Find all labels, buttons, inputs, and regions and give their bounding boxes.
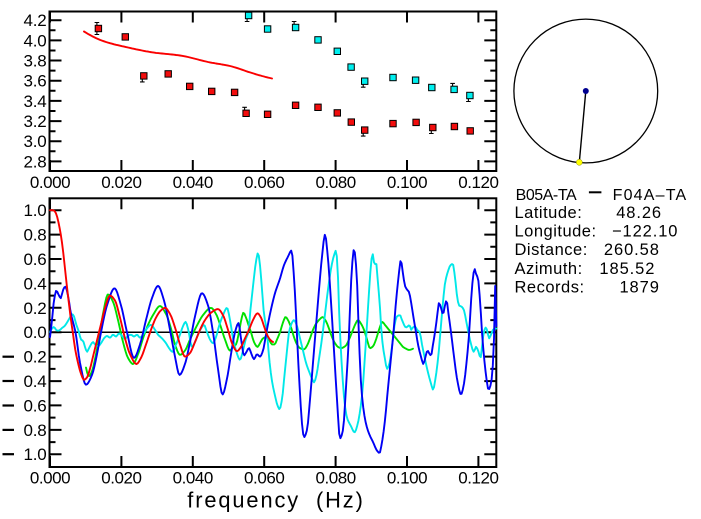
svg-text:0.040: 0.040 xyxy=(173,173,213,192)
svg-text:3.2: 3.2 xyxy=(23,112,46,131)
svg-text:0.020: 0.020 xyxy=(101,173,141,192)
svg-text:48.26: 48.26 xyxy=(616,204,662,222)
svg-text:1.0: 1.0 xyxy=(23,445,46,464)
svg-text:3.0: 3.0 xyxy=(23,132,46,151)
svg-text:4.2: 4.2 xyxy=(23,11,46,30)
svg-text:0.080: 0.080 xyxy=(315,469,355,488)
svg-text:260.58: 260.58 xyxy=(604,241,660,259)
svg-text:0.4: 0.4 xyxy=(23,372,46,391)
svg-text:0.100: 0.100 xyxy=(387,173,427,192)
svg-text:1.0: 1.0 xyxy=(23,201,46,220)
svg-text:0.060: 0.060 xyxy=(244,173,284,192)
svg-text:4.0: 4.0 xyxy=(23,31,46,50)
svg-text:0.2: 0.2 xyxy=(23,299,46,318)
svg-text:0.6: 0.6 xyxy=(23,397,46,416)
svg-text:Distance:: Distance: xyxy=(515,241,588,259)
svg-text:0.000: 0.000 xyxy=(30,469,70,488)
svg-text:B05A-TA: B05A-TA xyxy=(516,187,577,204)
svg-text:0.120: 0.120 xyxy=(458,469,498,488)
svg-text:0.8: 0.8 xyxy=(23,226,46,245)
svg-text:3.4: 3.4 xyxy=(23,92,46,111)
svg-text:0.0: 0.0 xyxy=(23,323,46,342)
svg-text:3.8: 3.8 xyxy=(23,52,46,71)
svg-text:Records:: Records: xyxy=(515,278,585,296)
svg-text:0.040: 0.040 xyxy=(173,469,213,488)
svg-text:0.8: 0.8 xyxy=(23,421,46,440)
svg-text:3.6: 3.6 xyxy=(23,72,46,91)
svg-text:−122.10: −122.10 xyxy=(612,223,678,241)
svg-text:F04A–TA: F04A–TA xyxy=(613,187,688,204)
svg-text:Latitude:: Latitude: xyxy=(515,204,583,222)
svg-text:0.120: 0.120 xyxy=(458,173,498,192)
svg-text:0.2: 0.2 xyxy=(23,348,46,367)
svg-text:0.000: 0.000 xyxy=(30,173,70,192)
svg-text:1879: 1879 xyxy=(619,278,659,296)
svg-text:0.080: 0.080 xyxy=(315,173,355,192)
svg-text:185.52: 185.52 xyxy=(599,260,655,278)
svg-text:0.6: 0.6 xyxy=(23,250,46,269)
svg-text:0.4: 0.4 xyxy=(23,274,46,293)
svg-text:Azimuth:: Azimuth: xyxy=(515,260,583,278)
svg-text:Longitude:: Longitude: xyxy=(515,223,597,241)
svg-text:0.060: 0.060 xyxy=(244,469,284,488)
svg-text:2.8: 2.8 xyxy=(23,152,46,171)
svg-text:0.020: 0.020 xyxy=(101,469,141,488)
svg-text:0.100: 0.100 xyxy=(387,469,427,488)
svg-text:frequency (Hz): frequency (Hz) xyxy=(187,487,365,512)
